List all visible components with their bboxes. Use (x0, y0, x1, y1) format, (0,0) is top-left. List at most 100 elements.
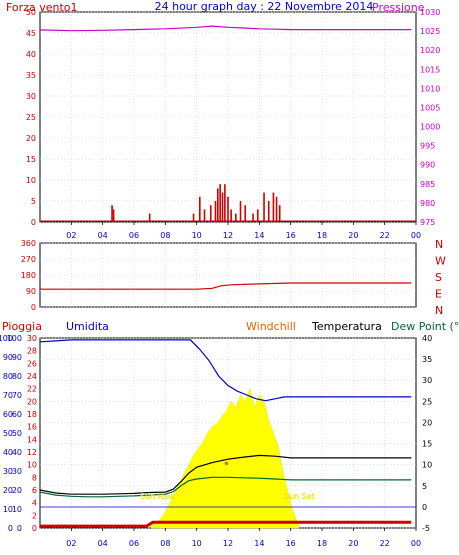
rain-tick-label: 0 (32, 524, 37, 533)
mid-tick-label: 100 (7, 334, 22, 343)
windchill-legend: Windchill (246, 320, 296, 333)
rain-tick-label: 30 (27, 334, 37, 343)
humidity-tick-label: 40 (3, 448, 13, 457)
humidity-tick-label: 70 (3, 391, 13, 400)
x-tick-label: 02 (66, 231, 76, 240)
dewpoint-line (39, 476, 412, 498)
wind-bar (227, 196, 229, 222)
wind-bar (214, 201, 217, 222)
temperature-tick-label: 35 (422, 355, 432, 364)
pressure-tick-label: 1025 (420, 27, 440, 36)
mid-tick-label: 30 (12, 467, 22, 476)
x-tick-label: 00 (411, 539, 421, 548)
wind-bars (40, 184, 416, 222)
temperature-tick-label: 30 (422, 376, 432, 385)
wind-tick-label: 5 (31, 197, 36, 206)
humidity-legend: Umidita (66, 320, 109, 333)
x-tick-label: 10 (192, 231, 202, 240)
temperature-tick-label: 15 (422, 440, 432, 449)
humidity-tick-label: 90 (3, 353, 13, 362)
mid-tick-label: 40 (12, 448, 22, 457)
temperature-line (39, 454, 412, 495)
panel-2-left-ticks: 0 90 180 270 360 (21, 239, 36, 312)
x-tick-label: 20 (348, 539, 358, 548)
pressure-line (39, 25, 412, 32)
rain-tick-label: 2 (32, 511, 37, 520)
x-tick-label: 00 (411, 231, 421, 240)
wind-direction-line (40, 282, 412, 290)
humidity-tick-label: 60 (3, 410, 13, 419)
humidity-tick-label: 50 (3, 429, 13, 438)
humidity-axis-ticks: 0 10 20 30 40 50 60 70 80 90 100 (0, 334, 13, 533)
rain-tick-label: 14 (27, 435, 37, 444)
rain-tick-label: 20 (27, 397, 37, 406)
temperature-tick-label: 20 (422, 418, 432, 427)
rain-total-line (40, 520, 412, 528)
wind-bar (221, 192, 224, 222)
wind-bar (272, 192, 275, 222)
mid-tick-label: 60 (12, 410, 22, 419)
x-tick-label: 16 (286, 539, 296, 548)
wind-tick-label: 20 (26, 134, 36, 143)
panel-1-left-ticks: 0 5 10 15 20 25 30 35 40 45 50 (26, 8, 36, 227)
humidity-tick-label: 20 (3, 486, 13, 495)
rain-tick-label: 22 (27, 385, 37, 394)
rain-tick-label: 12 (27, 448, 37, 457)
wind-bar (203, 209, 206, 222)
wind-bar (111, 205, 113, 222)
humidity-tick-label: 0 (8, 524, 13, 533)
humidity-tick-label: 100 (0, 334, 13, 343)
mid-tick-label: 20 (12, 486, 22, 495)
pressure-axis-label: Pressione (372, 1, 425, 14)
wind-bar (112, 209, 115, 222)
x-tick-label: 18 (317, 539, 327, 548)
wind-tick-label: 25 (26, 113, 36, 122)
compass-letter: N (435, 238, 443, 251)
mid-tick-label: 10 (12, 505, 22, 514)
rain-tick-label: 8 (32, 473, 37, 482)
wind-bar (275, 196, 278, 222)
humidity-tick-label: 30 (3, 467, 13, 476)
wind-bar (252, 213, 254, 222)
wind-tick-label: 30 (26, 92, 36, 101)
wind-tick-label: 50 (26, 8, 36, 17)
rain-tick-label: 24 (27, 372, 37, 381)
temperature-tick-label: 25 (422, 397, 432, 406)
temperature-axis-ticks: -5 0 5 10 15 20 25 30 35 40 (422, 334, 432, 533)
mid-tick-label: 90 (12, 353, 22, 362)
direction-tick-label: 0 (31, 303, 36, 312)
sunrise-label: Sun Rise (140, 492, 175, 501)
x-tick-label: 06 (129, 231, 139, 240)
mid-tick-label: 50 (12, 429, 22, 438)
wind-bar (267, 201, 270, 222)
wind-bar (256, 209, 259, 222)
windchill-line (224, 461, 229, 466)
temperature-tick-label: 10 (422, 461, 432, 470)
wind-bar (239, 201, 242, 222)
pressure-tick-label: 1030 (420, 8, 440, 17)
x-tick-label: 08 (160, 539, 170, 548)
mid-tick-label: 0 (17, 524, 22, 533)
x-tick-label: 08 (160, 231, 170, 240)
sunset-label: Sun Set (284, 492, 315, 501)
wind-tick-label: 0 (31, 218, 36, 227)
rain-tick-label: 6 (32, 486, 37, 495)
temperature-tick-label: 0 (422, 503, 427, 512)
x-tick-label: 16 (286, 231, 296, 240)
x-tick-label: 12 (223, 231, 233, 240)
x-tick-label: 18 (317, 231, 327, 240)
pressure-tick-label: 1010 (420, 84, 440, 93)
wind-bar (217, 188, 219, 222)
rain-legend: Pioggia (2, 320, 42, 333)
pressure-tick-label: 1015 (420, 65, 440, 74)
pressure-tick-label: 990 (420, 161, 435, 170)
temperature-tick-label: -5 (422, 524, 430, 533)
x-tick-label: 22 (380, 539, 390, 548)
compass-letter: W (435, 255, 446, 268)
wind-tick-label: 10 (26, 176, 36, 185)
pressure-tick-label: 1000 (420, 123, 440, 132)
pressure-tick-label: 980 (420, 199, 435, 208)
